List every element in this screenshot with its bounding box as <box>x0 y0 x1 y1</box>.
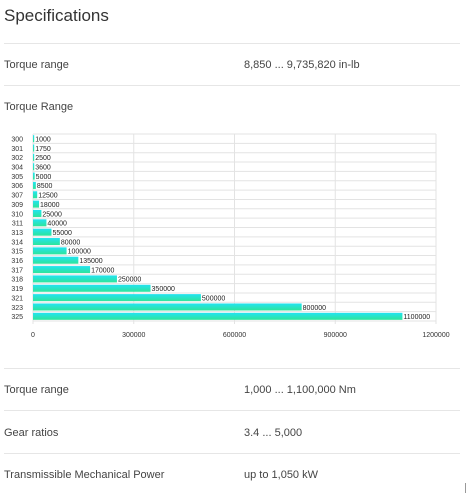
category-label: 300 <box>11 136 23 143</box>
category-label: 321 <box>11 295 23 302</box>
value-label: 12500 <box>38 193 58 200</box>
bar <box>33 256 79 264</box>
category-label: 305 <box>11 174 23 181</box>
category-label: 307 <box>11 193 23 200</box>
bar <box>33 191 38 199</box>
divider <box>4 453 460 454</box>
category-label: 310 <box>11 211 23 218</box>
category-label: 317 <box>11 267 23 274</box>
x-tick-label: 1200000 <box>422 332 449 339</box>
value-label: 250000 <box>118 277 141 284</box>
torque-range-chart-svg: 300 1000 301 1750 302 2500 304 3600 305 5000 306 85… <box>11 133 450 339</box>
category-label: 313 <box>11 230 23 237</box>
value-label: 5000 <box>36 174 52 181</box>
bar <box>33 284 151 292</box>
bar <box>33 163 35 171</box>
scrollbar[interactable] <box>465 483 466 493</box>
value-label: 135000 <box>79 258 102 265</box>
value-label: 800000 <box>303 305 326 312</box>
bar <box>33 228 52 236</box>
bar <box>33 247 67 255</box>
bar <box>33 144 35 152</box>
value-label: 80000 <box>61 239 81 246</box>
value-label: 25000 <box>42 211 62 218</box>
divider <box>4 85 460 86</box>
torque-inlb-value: 8,850 ... 9,735,820 in-lb <box>244 59 360 71</box>
category-label: 323 <box>11 305 23 312</box>
value-label: 3600 <box>35 165 51 172</box>
torque-range-chart: 300 1000 301 1750 302 2500 304 3600 305 5000 306 85… <box>0 126 468 346</box>
bar <box>33 303 302 311</box>
value-label: 350000 <box>152 286 175 293</box>
divider <box>4 368 460 369</box>
page-title: Specifications <box>4 6 109 25</box>
value-label: 100000 <box>68 249 91 256</box>
value-label: 500000 <box>202 295 225 302</box>
value-label: 1000 <box>35 136 51 143</box>
bar <box>33 209 42 217</box>
power-label: Transmissible Mechanical Power <box>4 469 165 481</box>
divider <box>4 43 460 44</box>
bar <box>33 172 35 180</box>
category-label: 314 <box>11 239 23 246</box>
value-label: 40000 <box>47 221 67 228</box>
x-tick-label: 900000 <box>324 332 347 339</box>
divider <box>4 410 460 411</box>
category-label: 316 <box>11 258 23 265</box>
category-label: 318 <box>11 277 23 284</box>
x-tick-label: 300000 <box>122 332 145 339</box>
category-label: 306 <box>11 183 23 190</box>
bar <box>33 266 91 274</box>
bar <box>33 181 36 189</box>
category-label: 325 <box>11 314 23 321</box>
category-label: 309 <box>11 202 23 209</box>
category-label: 301 <box>11 146 23 153</box>
gear-ratios-label: Gear ratios <box>4 427 59 439</box>
x-tick-label: 600000 <box>223 332 246 339</box>
value-label: 1100000 <box>403 314 430 321</box>
bar <box>33 294 201 302</box>
gear-ratios-value: 3.4 ... 5,000 <box>244 427 303 439</box>
chart-heading: Torque Range <box>4 101 74 113</box>
bar <box>33 219 47 227</box>
category-label: 304 <box>11 165 23 172</box>
category-label: 302 <box>11 155 23 162</box>
torque-nm-value: 1,000 ... 1,100,000 Nm <box>244 384 356 396</box>
category-label: 311 <box>12 221 23 228</box>
bar <box>33 200 40 208</box>
bar <box>33 312 403 320</box>
category-label: 315 <box>11 249 23 256</box>
value-label: 8500 <box>37 183 53 190</box>
value-label: 18000 <box>40 202 60 209</box>
bar <box>33 153 35 161</box>
x-tick-label: 0 <box>31 332 35 339</box>
value-label: 2500 <box>35 155 51 162</box>
bar <box>33 135 35 143</box>
value-label: 55000 <box>52 230 72 237</box>
bar <box>33 275 117 283</box>
value-label: 1750 <box>35 146 51 153</box>
value-label: 170000 <box>91 267 114 274</box>
power-value: up to 1,050 kW <box>244 469 318 481</box>
bar <box>33 238 60 246</box>
torque-inlb-label: Torque range <box>4 59 69 71</box>
torque-nm-label: Torque range <box>4 384 69 396</box>
category-label: 319 <box>11 286 23 293</box>
